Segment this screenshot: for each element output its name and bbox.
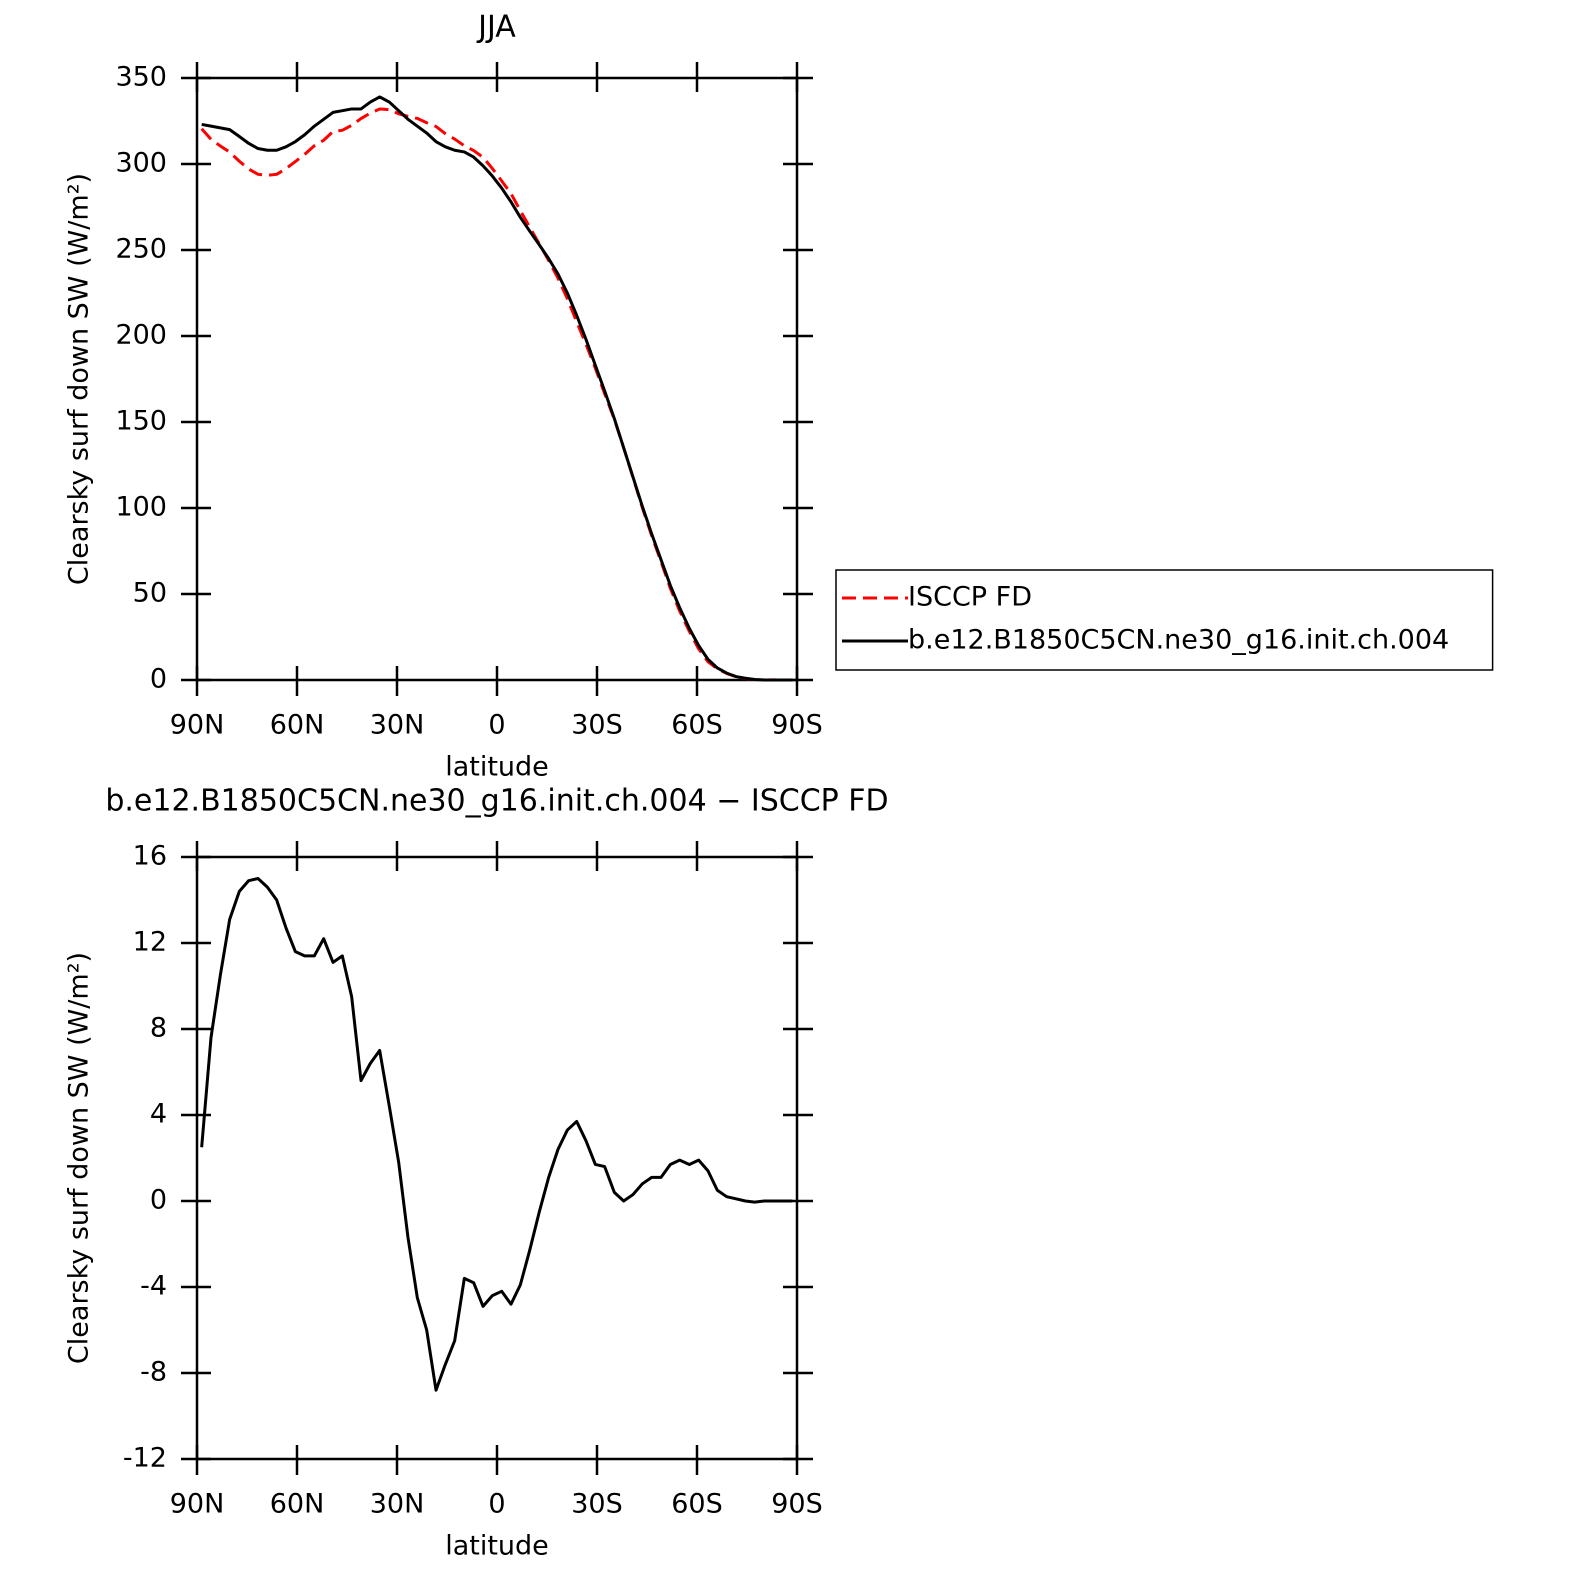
- y-tick-label: 16: [133, 841, 167, 872]
- y-tick-label: -12: [123, 1443, 167, 1474]
- legend-label: b.e12.B1850C5CN.ne30_g16.init.ch.004: [908, 625, 1449, 656]
- x-tick-label: 60S: [671, 710, 723, 741]
- data-line: [200, 877, 793, 1392]
- y-tick-label: 100: [115, 492, 167, 523]
- x-tick-label: 0: [488, 1489, 505, 1520]
- x-tick-label: 60N: [270, 710, 325, 741]
- y-tick-label: 4: [150, 1099, 167, 1130]
- x-tick-label: 60S: [671, 1489, 723, 1520]
- x-tick-label: 0: [488, 710, 505, 741]
- y-axis-label: Clearsky surf down SW (W/m²): [64, 173, 95, 585]
- x-tick-label: 90N: [170, 710, 225, 741]
- chart-title: JJA: [476, 10, 516, 45]
- plot-frame: [195, 855, 799, 1461]
- legend-label: ISCCP FD: [908, 582, 1032, 613]
- y-tick-label: 50: [133, 578, 167, 609]
- y-axis-label: Clearsky surf down SW (W/m²): [64, 952, 95, 1364]
- x-tick-label: 90S: [771, 710, 823, 741]
- y-tick-label: 0: [150, 1185, 167, 1216]
- x-tick-label: 90N: [170, 1489, 225, 1520]
- x-tick-label: 30N: [370, 1489, 425, 1520]
- y-tick-label: 200: [115, 320, 167, 351]
- y-tick-label: 12: [133, 927, 167, 958]
- x-tick-label: 30N: [370, 710, 425, 741]
- data-line: [201, 95, 793, 682]
- chart-title: b.e12.B1850C5CN.ne30_g16.init.ch.004 − I…: [105, 784, 888, 819]
- x-axis-label: latitude: [445, 752, 549, 783]
- x-tick-label: 30S: [571, 1489, 623, 1520]
- plot-frame: [195, 76, 799, 682]
- x-axis-label: latitude: [445, 1531, 549, 1562]
- y-tick-label: 350: [115, 62, 167, 93]
- legend-box: [835, 569, 1494, 671]
- y-tick-label: 8: [150, 1013, 167, 1044]
- y-tick-label: 0: [150, 664, 167, 695]
- x-tick-label: 60N: [270, 1489, 325, 1520]
- x-tick-label: 90S: [771, 1489, 823, 1520]
- y-tick-label: 150: [115, 406, 167, 437]
- y-tick-label: 250: [115, 234, 167, 265]
- y-tick-label: -4: [140, 1271, 167, 1302]
- data-line: [200, 107, 793, 682]
- x-tick-label: 30S: [571, 710, 623, 741]
- y-tick-label: 300: [115, 148, 167, 179]
- y-tick-label: -8: [140, 1357, 167, 1388]
